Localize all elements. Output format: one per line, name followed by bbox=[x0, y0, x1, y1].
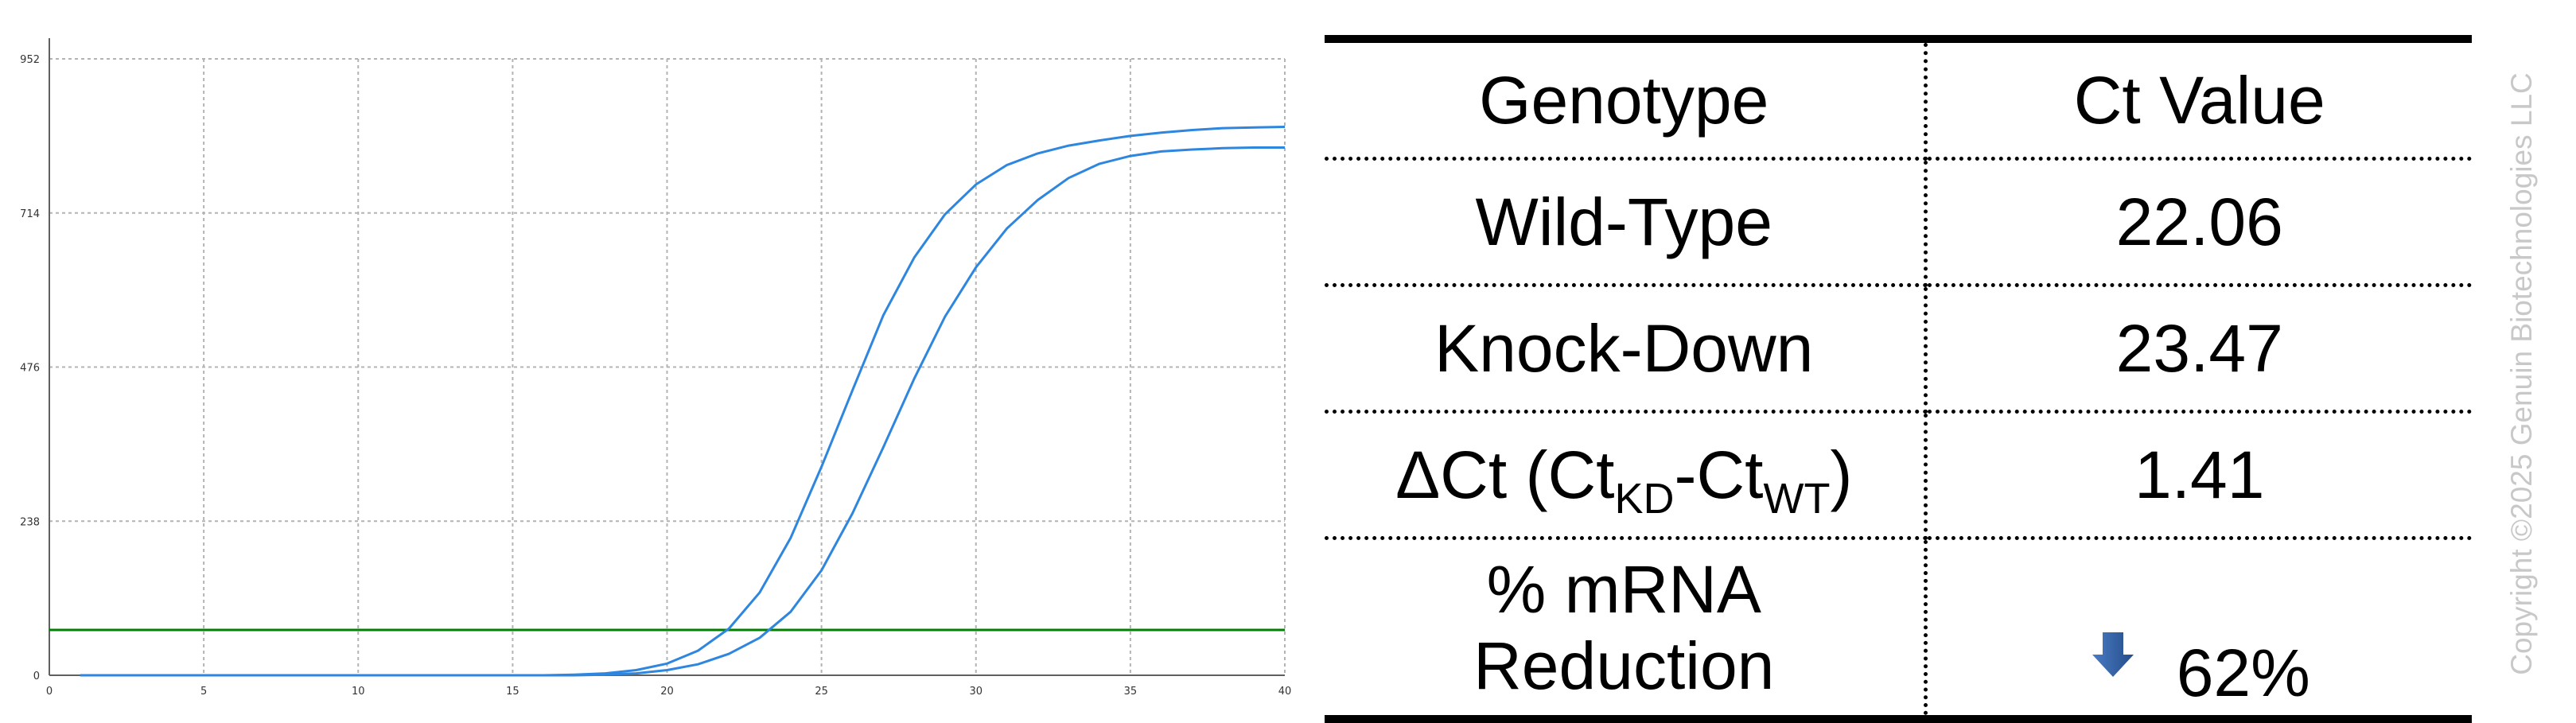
amplification-chart: 0 5 10 15 20 25 30 35 40 0 238 476 714 952 bbox=[20, 38, 1291, 698]
y-tick-label: 238 bbox=[20, 516, 40, 528]
reduction-value-cell: 62% bbox=[1925, 538, 2472, 720]
series-line-1 bbox=[80, 126, 1286, 677]
delta-ct-label-end: ) bbox=[1830, 437, 1853, 512]
chart-grid bbox=[49, 58, 1286, 675]
y-tick-label: 0 bbox=[33, 671, 40, 682]
reduction-label-line1: % mRNA bbox=[1486, 552, 1761, 627]
header-genotype: Genotype bbox=[1325, 39, 1928, 161]
x-tick-label: 15 bbox=[506, 686, 519, 698]
x-tick-label: 0 bbox=[46, 686, 53, 698]
ct-knock-down: 23.47 bbox=[1925, 285, 2472, 414]
x-tick-label: 30 bbox=[969, 686, 983, 698]
x-tick-label: 5 bbox=[200, 686, 207, 698]
table-header-row: Genotype Ct Value bbox=[1325, 39, 2472, 161]
genotype-knock-down: Knock-Down bbox=[1325, 285, 1928, 414]
ct-results-table: Genotype Ct Value Wild-Type 22.06 Knock-… bbox=[1325, 35, 2472, 723]
header-ct-value: Ct Value bbox=[1925, 39, 2472, 161]
table-row: ΔCt (CtKD-CtWT) 1.41 bbox=[1325, 411, 2472, 540]
y-tick-label: 714 bbox=[20, 208, 40, 220]
y-tick-label: 476 bbox=[20, 363, 40, 375]
delta-ct-sub-wt: WT bbox=[1763, 474, 1831, 523]
reduction-value: 62% bbox=[2176, 636, 2310, 710]
x-tick-label: 20 bbox=[660, 686, 674, 698]
x-tick-label: 10 bbox=[352, 686, 365, 698]
delta-ct-label-main: ΔCt (Ct bbox=[1395, 437, 1615, 512]
reduction-label-line2: Reduction bbox=[1473, 628, 1775, 703]
delta-ct-sub-kd: KD bbox=[1614, 474, 1675, 523]
x-tick-label: 35 bbox=[1124, 686, 1138, 698]
copyright-watermark: Copyright ©2025 Genuin Biotechnologies L… bbox=[2505, 72, 2538, 675]
table-row: Wild-Type 22.06 bbox=[1325, 158, 2472, 287]
table-row: % mRNA Reduction 62% bbox=[1325, 538, 2472, 720]
delta-ct-value: 1.41 bbox=[1925, 411, 2472, 540]
x-tick-label: 25 bbox=[815, 686, 828, 698]
table-row: Knock-Down 23.47 bbox=[1325, 285, 2472, 414]
reduction-label: % mRNA Reduction bbox=[1325, 538, 1928, 719]
down-arrow-shape bbox=[2092, 632, 2134, 677]
ct-wild-type: 22.06 bbox=[1925, 158, 2472, 287]
genotype-wild-type: Wild-Type bbox=[1325, 158, 1928, 287]
chart-tick-labels: 0 5 10 15 20 25 30 35 40 0 238 476 714 952 bbox=[20, 54, 1291, 698]
x-tick-label: 40 bbox=[1278, 686, 1292, 698]
series-line-2 bbox=[80, 146, 1285, 677]
delta-ct-label-mid: -Ct bbox=[1674, 437, 1764, 512]
delta-ct-label: ΔCt (CtKD-CtWT) bbox=[1325, 411, 1928, 540]
y-tick-label: 952 bbox=[20, 54, 40, 66]
chart-axes bbox=[49, 38, 1285, 676]
amplification-curves bbox=[80, 126, 1286, 677]
down-arrow-icon bbox=[2092, 632, 2134, 677]
